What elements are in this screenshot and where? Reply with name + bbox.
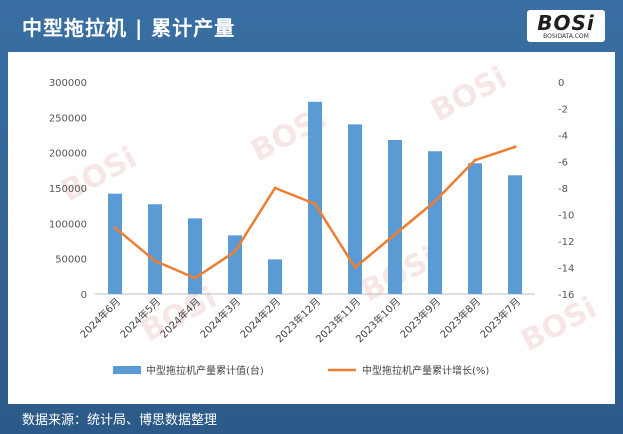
left-tick-label: 0 — [81, 290, 87, 301]
legend-line-label: 中型拖拉机产量累计增长(%) — [362, 364, 489, 377]
right-tick-label: -14 — [558, 264, 574, 275]
logo-subtext: BOSIDATA.COM — [543, 33, 589, 40]
left-axis: 300000 250000 200000 150000 100000 50000 0 — [49, 78, 535, 301]
left-tick-label: 200000 — [49, 149, 87, 160]
bar-2023年12月 — [308, 101, 322, 294]
watermark-logo-2: BOSi — [425, 60, 512, 129]
legend-bar-swatch — [113, 366, 141, 374]
right-tick-label: -12 — [558, 237, 574, 248]
right-tick-label: -8 — [558, 184, 568, 195]
bar-2024年4月 — [188, 218, 202, 294]
bar-2024年2月 — [268, 259, 282, 294]
growth-point-2023年9月 — [433, 199, 437, 203]
growth-point-2023年7月 — [513, 145, 517, 149]
x-tick-label: 2024年6月 — [77, 295, 123, 341]
growth-point-2024年4月 — [193, 276, 197, 280]
page-title: 中型拖拉机 | 累计产量 — [22, 16, 236, 40]
x-axis-labels: 2024年6月2024年5月2024年4月2024年3月2024年2月2023年… — [77, 295, 523, 345]
growth-point-2023年8月 — [473, 158, 477, 162]
bar-2023年9月 — [428, 151, 442, 294]
left-tick-label: 300000 — [49, 78, 87, 89]
data-source: 数据来源：统计局、博思数据整理 — [22, 413, 218, 428]
right-tick-label: -2 — [558, 105, 568, 116]
bar-2023年7月 — [508, 175, 522, 294]
bar-2024年5月 — [148, 204, 162, 294]
x-tick-label: 2023年8月 — [437, 295, 483, 341]
x-tick-label: 2024年2月 — [237, 295, 283, 341]
growth-point-2023年10月 — [393, 232, 397, 236]
left-tick-label: 250000 — [49, 113, 87, 124]
growth-point-2024年6月 — [113, 226, 117, 230]
bar-2023年10月 — [388, 139, 402, 294]
left-tick-label: 150000 — [49, 184, 87, 195]
header: 中型拖拉机 | 累计产量 BOSi BOSIDATA.COM — [0, 0, 623, 50]
growth-point-2023年12月 — [313, 202, 317, 206]
bar-2024年3月 — [228, 235, 242, 294]
bosi-logo: BOSi BOSIDATA.COM — [527, 10, 605, 42]
x-tick-label: 2023年9月 — [397, 295, 443, 341]
legend-bar-label: 中型拖拉机产量累计值(台) — [146, 364, 264, 377]
legend: 中型拖拉机产量累计值(台) 中型拖拉机产量累计增长(%) — [113, 364, 489, 377]
bar-series — [108, 101, 522, 295]
x-tick-label: 2023年7月 — [477, 295, 523, 341]
right-tick-label: 0 — [558, 78, 564, 89]
growth-point-2024年2月 — [273, 186, 277, 190]
bar-2023年11月 — [348, 124, 362, 295]
bar-2024年6月 — [108, 193, 122, 294]
left-tick-label: 100000 — [49, 219, 87, 230]
logo-text: BOSi — [537, 11, 595, 35]
line-series — [113, 145, 517, 280]
bar-2023年8月 — [468, 163, 482, 294]
right-tick-label: -6 — [558, 158, 568, 169]
growth-point-2023年11月 — [353, 266, 357, 269]
right-tick-label: -16 — [558, 290, 574, 301]
combo-chart: BOSiBOSiBOSiBOSiBOSiBOSi 300000250000200… — [49, 60, 603, 377]
right-axis: 0 -2 -4 -6 -8 -10 -12 -14 -16 — [558, 78, 574, 301]
right-tick-label: -4 — [558, 131, 568, 142]
left-tick-label: 50000 — [55, 255, 87, 266]
growth-point-2024年3月 — [233, 250, 237, 254]
chart-panel: BOSiBOSiBOSiBOSiBOSiBOSi 300000250000200… — [8, 52, 615, 404]
right-tick-label: -10 — [558, 211, 574, 222]
growth-point-2024年5月 — [153, 259, 157, 263]
